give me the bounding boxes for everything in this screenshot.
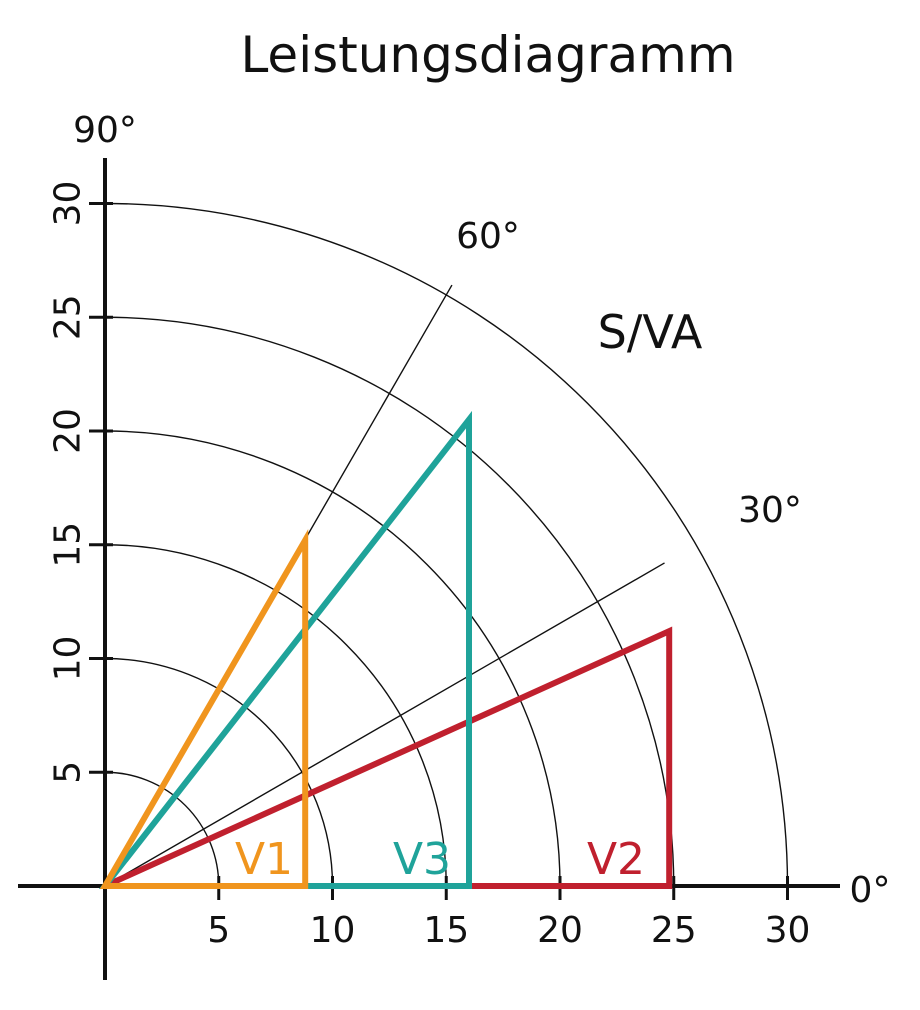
angle-rays <box>104 284 665 887</box>
angle-label-30: 30° <box>738 490 802 531</box>
x-tick-label-30: 30 <box>765 910 811 951</box>
y-tick-label-10: 10 <box>48 636 89 682</box>
diagram-title: Leistungsdiagramm <box>240 26 735 84</box>
triangle-label-v1: V1 <box>235 834 293 885</box>
radius-arcs <box>104 202 789 887</box>
y-tick-label-20: 20 <box>48 408 89 454</box>
angle-label-0: 0° <box>850 870 891 911</box>
ray-30deg <box>104 562 665 887</box>
triangle-label-v2: V2 <box>587 834 645 885</box>
x-tick-label-15: 15 <box>423 910 469 951</box>
radius-arc-15 <box>104 544 447 887</box>
axis-ticks: 5 10 15 20 25 30 5 10 15 20 25 30 <box>48 181 811 951</box>
radius-arc-30 <box>104 202 789 887</box>
power-triangles: V1 V3 V2 <box>98 410 673 889</box>
radius-arc-25 <box>104 316 675 887</box>
y-tick-label-30: 30 <box>48 181 89 227</box>
radius-arc-5 <box>104 771 220 887</box>
angle-label-90: 90° <box>73 110 137 151</box>
x-tick-label-10: 10 <box>310 910 356 951</box>
x-tick-label-25: 25 <box>651 910 697 951</box>
x-tick-label-20: 20 <box>537 910 583 951</box>
unit-label: S/VA <box>598 305 703 359</box>
radius-arc-20 <box>104 430 561 887</box>
triangle-label-v3: V3 <box>393 834 451 885</box>
triangle-v2 <box>103 626 673 889</box>
triangle-v3 <box>98 410 472 889</box>
radius-arc-10 <box>104 657 334 887</box>
y-tick-label-25: 25 <box>48 294 89 340</box>
y-tick-label-5: 5 <box>48 761 89 784</box>
angle-label-60: 60° <box>456 216 520 257</box>
x-tick-label-5: 5 <box>207 910 230 951</box>
triangle-v1 <box>99 529 309 889</box>
y-tick-label-15: 15 <box>48 522 89 568</box>
